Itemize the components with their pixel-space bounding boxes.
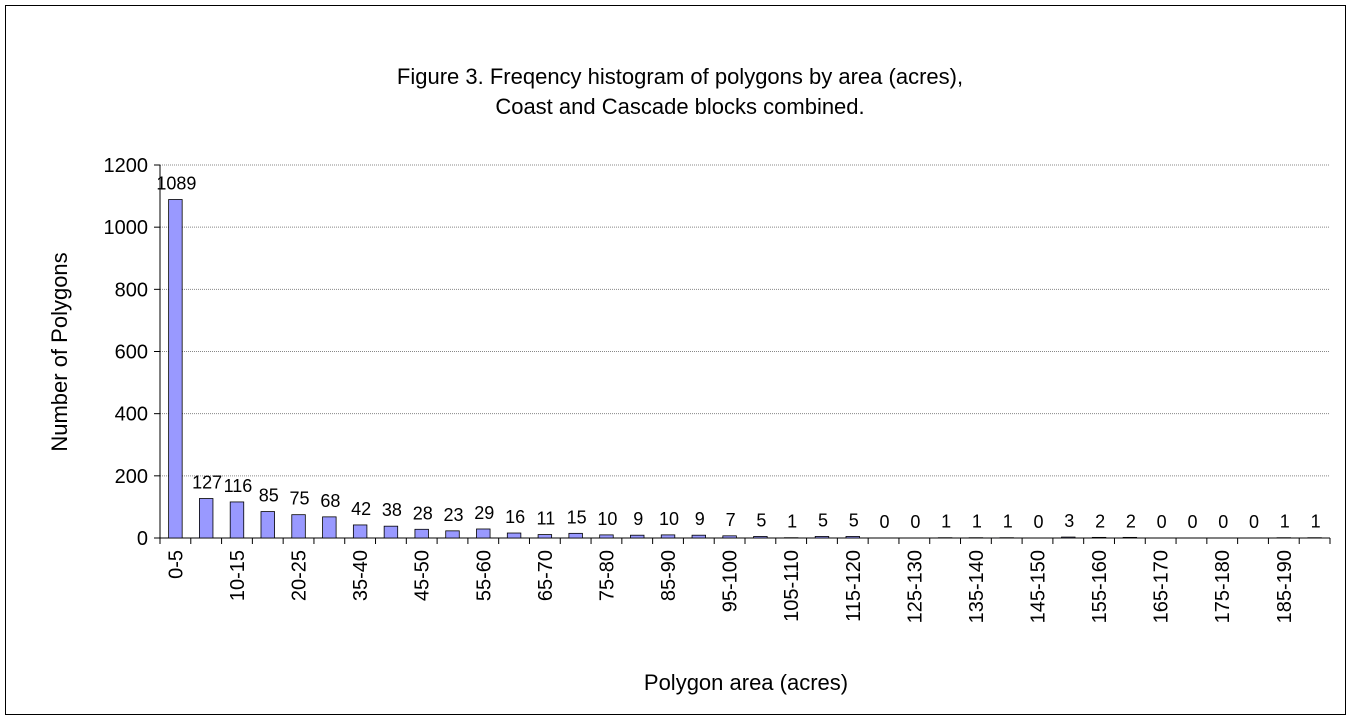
x-tick-label: 0-5 [165, 550, 187, 579]
bar [1122, 536, 1138, 539]
y-tick-label: 200 [115, 466, 148, 488]
x-tick-label: 75-80 [596, 550, 618, 601]
data-label: 1089 [156, 174, 196, 194]
x-tick-label: 115-120 [843, 550, 865, 622]
data-label: 1 [941, 512, 951, 532]
data-label: 116 [224, 476, 253, 496]
x-tick-label: 55-60 [473, 550, 495, 601]
x-tick-label: 105-110 [781, 550, 803, 622]
data-label: 2 [1095, 511, 1105, 531]
data-label: 9 [695, 509, 705, 529]
x-tick-label: 20-25 [289, 550, 311, 601]
y-tick-label: 400 [115, 404, 148, 426]
bar [1061, 536, 1076, 539]
x-tick-label: 65-70 [535, 550, 557, 601]
bar [322, 516, 337, 539]
data-label: 5 [818, 510, 828, 530]
data-label: 7 [726, 510, 736, 530]
data-label: 11 [537, 509, 556, 529]
x-axis-title: Polygon area (acres) [644, 670, 848, 695]
x-tick-label: 10-15 [227, 550, 249, 601]
data-label: 5 [756, 510, 766, 530]
data-label: 75 [290, 489, 310, 509]
x-tick-label: 135-140 [966, 550, 988, 623]
x-tick-label: 95-100 [720, 550, 742, 612]
x-tick-label: 35-40 [350, 550, 372, 601]
data-label: 0 [910, 512, 920, 532]
data-label: 1 [787, 512, 797, 532]
data-label: 0 [1157, 512, 1167, 532]
bar [383, 525, 399, 539]
chart-frame [5, 5, 1346, 715]
data-label: 38 [382, 500, 402, 520]
data-label: 0 [880, 512, 890, 532]
data-label: 0 [1249, 512, 1259, 532]
y-tick-label: 1000 [104, 217, 149, 239]
bar [568, 532, 583, 539]
data-label: 42 [351, 499, 371, 519]
bar [476, 528, 491, 539]
bar [660, 534, 676, 539]
data-label: 127 [192, 473, 222, 493]
data-label: 1 [1311, 512, 1321, 532]
bar [199, 498, 214, 539]
data-label: 1 [972, 512, 982, 532]
data-label: 1 [1280, 512, 1290, 532]
bar [352, 524, 368, 539]
data-label: 28 [413, 503, 433, 523]
x-tick-label: 85-90 [658, 550, 680, 601]
y-tick-label: 600 [115, 342, 148, 364]
y-tick-label: 1200 [104, 155, 149, 177]
data-label: 15 [567, 507, 587, 527]
x-tick-label: 155-160 [1089, 550, 1111, 623]
data-label: 0 [1187, 512, 1197, 532]
bar [1091, 536, 1107, 539]
bar [691, 534, 706, 539]
bar [291, 514, 306, 539]
data-label: 85 [259, 486, 279, 506]
y-tick-label: 0 [137, 528, 148, 550]
bar [260, 511, 275, 539]
data-label: 9 [633, 509, 643, 529]
bar [599, 534, 614, 539]
data-label: 68 [320, 491, 340, 511]
data-label: 5 [849, 510, 859, 530]
bar [630, 534, 645, 539]
bar [814, 536, 830, 539]
bar [537, 534, 553, 539]
data-label: 29 [474, 503, 494, 523]
x-tick-label: 125-130 [904, 550, 926, 623]
data-label: 3 [1064, 511, 1074, 531]
bar [229, 501, 245, 539]
x-tick-label: 45-50 [412, 550, 434, 601]
y-tick-label: 800 [115, 279, 148, 301]
chart-title: Coast and Cascade blocks combined. [495, 94, 864, 119]
data-label: 16 [505, 507, 525, 527]
x-tick-label: 175-180 [1212, 550, 1234, 623]
bar [753, 536, 768, 539]
bar [414, 528, 429, 539]
bar [168, 199, 183, 539]
bar [445, 530, 460, 539]
data-label: 0 [1033, 512, 1043, 532]
bar [722, 535, 737, 539]
data-label: 10 [597, 509, 617, 529]
bar [506, 532, 522, 539]
x-tick-label: 145-150 [1028, 550, 1050, 623]
y-axis-title: Number of Polygons [47, 252, 72, 451]
data-label: 23 [443, 505, 463, 525]
data-label: 0 [1218, 512, 1228, 532]
data-label: 10 [659, 509, 679, 529]
data-label: 2 [1126, 511, 1136, 531]
x-tick-label: 165-170 [1151, 550, 1173, 623]
data-label: 1 [1003, 512, 1013, 532]
chart-title: Figure 3. Freqency histogram of polygons… [397, 64, 963, 89]
bar [845, 536, 860, 539]
x-tick-label: 185-190 [1274, 550, 1296, 623]
